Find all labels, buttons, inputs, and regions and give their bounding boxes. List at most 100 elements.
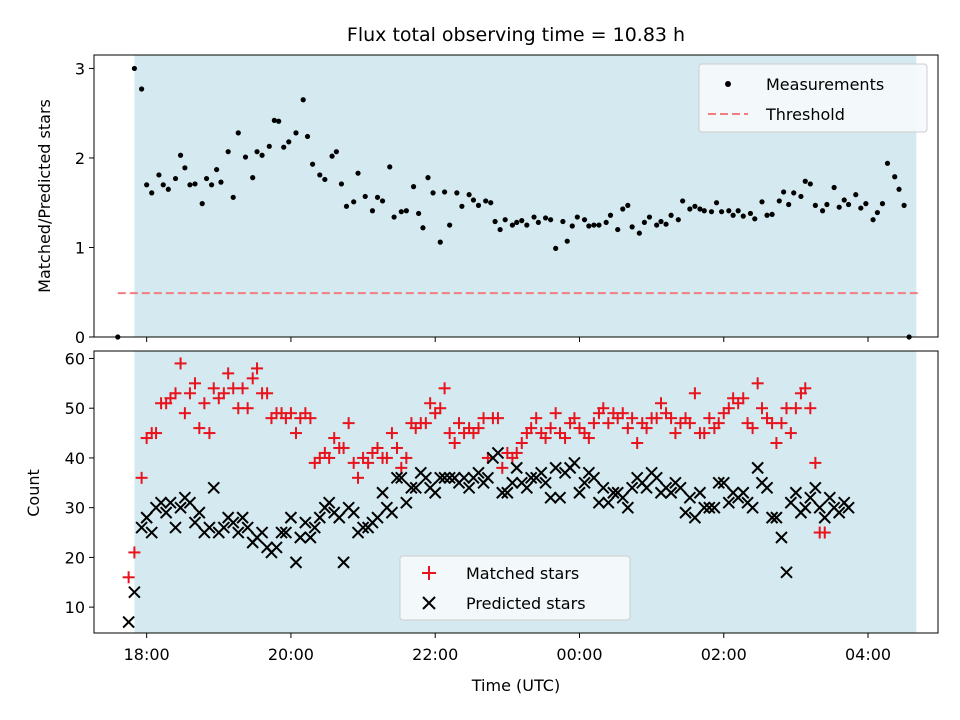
measurement-point [658,218,664,225]
predicted-star-point [145,526,158,539]
matched-star-point [530,412,543,425]
predicted-star-point [333,511,346,524]
matched-star-point [597,402,610,415]
measurement-point [853,192,859,198]
bottom-y-tick-label: 40 [65,449,85,468]
measurement-point [586,223,592,229]
predicted-star-point [169,521,182,534]
predicted-star-point [679,506,692,519]
predicted-star-point [313,511,326,524]
matched-star-point [135,471,148,484]
matched-star-point [304,412,317,425]
measurement-point [802,178,808,184]
matched-star-point [688,387,701,400]
measurement-point [901,202,907,208]
matched-star-point [650,412,663,425]
predicted-star-point [385,506,399,519]
measurement-point [466,192,472,198]
measurement-point [144,182,150,188]
predicted-star-point [823,491,837,504]
matched-star-point [491,412,504,425]
matched-star-point [362,456,375,469]
measurement-point [824,201,830,208]
measurement-point [879,201,886,207]
measurement-point [629,224,635,230]
bottom-y-tick-label: 10 [65,598,85,617]
measurement-point [317,172,323,178]
legend-predicted-marker [422,596,436,610]
matched-star-point [755,402,768,415]
measurement-point [740,213,746,219]
measurement-point [807,181,813,187]
predicted-star-point [428,486,442,499]
measurement-point [235,130,241,136]
predicted-star-point [462,481,476,494]
measurement-point [182,165,188,171]
matched-star-point [424,397,437,410]
predicted-star-point [188,516,202,529]
matched-star-point [371,441,384,454]
measurement-point [470,197,477,203]
predicted-star-point [299,516,312,529]
measurement-point [165,186,171,192]
measurement-point [863,201,869,207]
bottom-panel: 10 20 30 40 50 60 18:00 20:00 22:00 00:00 02:00 04… [24,349,939,695]
predicted-star-point [818,511,831,524]
predicted-star-point [640,481,653,494]
matched-star-point [775,417,788,430]
measurement-point [708,209,715,215]
measurement-point [447,222,453,228]
measurement-point [752,216,758,222]
bottom-x-tick-label: 22:00 [412,645,458,664]
matched-star-point [582,432,595,445]
matched-star-point [385,427,398,440]
bottom-y-tick-label: 60 [65,349,85,368]
measurement-point [351,199,357,205]
matched-star-point [284,407,297,420]
matched-star-point [453,417,466,430]
predicted-star-point [703,501,716,514]
bottom-legend: Matched stars Predicted stars [399,555,631,621]
top-x-ticks [146,337,869,342]
measurement-point [892,174,898,180]
matched-star-point [289,427,302,440]
measurement-point [214,166,220,173]
measurement-point [646,214,653,220]
predicted-star-point [664,486,678,499]
top-legend: Measurements Threshold [698,63,928,133]
matched-star-point [419,417,432,430]
measurement-point [225,149,231,155]
measurement-point [379,198,386,204]
measurement-point [687,206,693,212]
matched-star-point [188,377,201,390]
predicted-star-point [289,556,303,569]
predicted-star-point [789,486,803,499]
predicted-star-point [553,491,567,504]
top-legend-box [698,63,928,133]
measurement-point [441,189,448,195]
measurement-point [304,133,311,140]
predicted-star-point [347,506,360,519]
predicted-star-point [308,521,321,534]
predicted-star-point [390,471,404,485]
measurement-point [896,186,902,192]
measurement-point [362,193,368,200]
matched-star-point [241,402,254,415]
matched-star-point [443,427,456,440]
matched-star-point [784,427,797,440]
matched-star-point [217,387,230,400]
bottom-y-ticks: 10 20 30 40 50 60 [65,349,94,617]
measurement-point [845,201,852,208]
predicted-star-point [227,516,240,529]
predicted-star-point [203,521,216,534]
predicted-star-point [270,541,283,554]
measurement-point [156,172,162,178]
measurement-point [187,182,193,188]
matched-star-point [203,427,216,440]
measurement-points [115,65,912,340]
measurement-point [697,206,703,212]
measurement-point [524,222,530,228]
predicted-star-point [592,496,606,509]
measurement-point [596,222,602,228]
